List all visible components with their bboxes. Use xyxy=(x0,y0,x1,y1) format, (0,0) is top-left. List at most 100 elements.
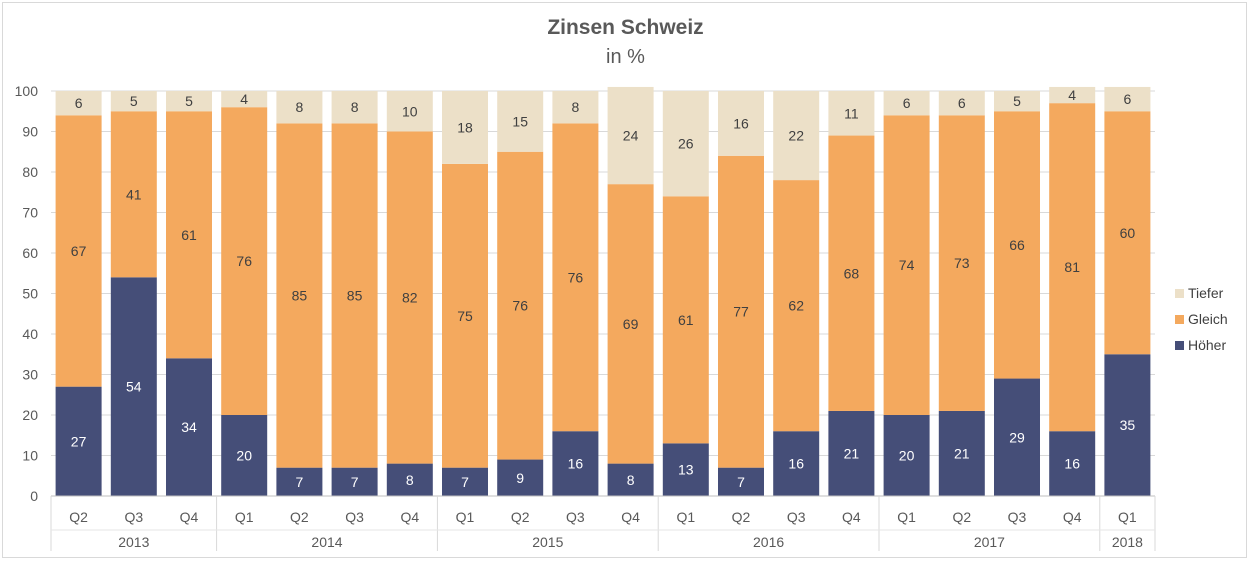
data-label: 68 xyxy=(844,265,860,281)
legend-label: Gleich xyxy=(1188,311,1228,327)
bar-segment xyxy=(828,91,875,136)
data-label: 7 xyxy=(351,474,359,490)
bar-segment xyxy=(552,431,599,496)
legend-item: Höher xyxy=(1175,332,1245,358)
bar-segment xyxy=(718,155,764,468)
x-tick-label: Q1 xyxy=(676,509,695,525)
x-tick-label: Q3 xyxy=(124,509,143,525)
data-label: 5 xyxy=(1013,93,1021,109)
bar-segment xyxy=(883,415,930,496)
legend-label: Höher xyxy=(1188,337,1227,353)
data-label: 21 xyxy=(954,445,970,461)
bar-segment xyxy=(331,123,378,468)
bar-segment xyxy=(221,415,268,496)
bar-segment xyxy=(442,163,488,468)
bar-segment xyxy=(166,111,212,359)
y-tick-label: 80 xyxy=(22,164,38,180)
x-tick-label: Q2 xyxy=(69,509,88,525)
data-label: 74 xyxy=(899,257,915,273)
data-label: 6 xyxy=(75,95,83,111)
bar-segment xyxy=(386,131,433,464)
bar-segment xyxy=(166,91,212,112)
data-label: 13 xyxy=(678,462,694,478)
data-label: 67 xyxy=(71,243,87,259)
data-label: 5 xyxy=(130,93,138,109)
legend-swatch xyxy=(1175,314,1184,324)
x-tick-label: Q3 xyxy=(1008,509,1027,525)
bar-segment xyxy=(662,196,709,444)
bar-segment xyxy=(1104,86,1151,112)
bar-segment xyxy=(1104,111,1151,355)
bar-segment xyxy=(607,184,654,464)
data-label: 7 xyxy=(296,474,304,490)
data-label: 76 xyxy=(236,253,252,269)
data-label: 61 xyxy=(181,227,197,243)
x-tick-label: Q4 xyxy=(180,509,199,525)
x-tick-label: Q4 xyxy=(400,509,419,525)
data-label: 7 xyxy=(737,474,745,490)
bar-segment xyxy=(331,91,378,124)
x-tick-label: Q2 xyxy=(290,509,309,525)
bar-segment xyxy=(497,151,544,460)
data-label: 7 xyxy=(461,474,469,490)
bar-segment xyxy=(994,378,1040,496)
data-label: 8 xyxy=(296,99,304,115)
y-tick-label: 100 xyxy=(15,83,39,99)
bar-segment xyxy=(938,410,985,496)
legend-item: Tiefer xyxy=(1175,280,1245,306)
bar-segment xyxy=(607,86,654,185)
data-label: 8 xyxy=(351,99,359,115)
y-tick-label: 60 xyxy=(22,245,38,261)
bar-segment xyxy=(276,123,323,468)
x-tick-label: Q1 xyxy=(897,509,916,525)
data-label: 75 xyxy=(457,308,473,324)
legend-item: Gleich xyxy=(1175,306,1245,332)
x-group-label: 2016 xyxy=(753,534,784,550)
data-label: 54 xyxy=(126,379,142,395)
x-tick-label: Q3 xyxy=(345,509,364,525)
x-group-label: 2013 xyxy=(118,534,149,550)
bar-segment xyxy=(110,111,157,278)
data-label: 16 xyxy=(733,115,749,131)
bar-segment xyxy=(497,459,544,496)
chart-subtitle: in % xyxy=(606,46,645,68)
data-label: 81 xyxy=(1064,259,1080,275)
bar-segment xyxy=(773,91,820,181)
bar-segment xyxy=(386,91,433,132)
y-tick-label: 10 xyxy=(22,448,38,464)
data-label: 8 xyxy=(406,472,414,488)
bar-segment xyxy=(497,91,544,152)
bar-segment xyxy=(883,91,930,116)
bar-segment xyxy=(938,91,985,116)
x-tick-label: Q1 xyxy=(1118,509,1137,525)
bar-segment xyxy=(110,277,157,496)
data-label: 18 xyxy=(457,119,473,135)
x-group-label: 2014 xyxy=(311,534,342,550)
x-group-label: 2018 xyxy=(1112,534,1143,550)
y-tick-label: 40 xyxy=(22,326,38,342)
data-label: 6 xyxy=(1124,91,1132,107)
data-label: 22 xyxy=(788,128,804,144)
data-label: 76 xyxy=(568,269,584,285)
bar-segment xyxy=(883,115,930,416)
bar-segment xyxy=(828,410,875,496)
data-label: 69 xyxy=(623,316,639,332)
chart-title: Zinsen Schweiz xyxy=(547,16,704,39)
x-tick-label: Q4 xyxy=(842,509,861,525)
data-label: 20 xyxy=(899,448,915,464)
data-label: 34 xyxy=(181,419,197,435)
bar-segment xyxy=(994,91,1040,112)
data-label: 9 xyxy=(516,470,524,486)
x-tick-label: Q2 xyxy=(511,509,530,525)
data-label: 76 xyxy=(512,298,528,314)
bar-segment xyxy=(110,91,157,112)
data-label: 16 xyxy=(1064,456,1080,472)
data-label: 6 xyxy=(958,95,966,111)
bar-segment xyxy=(1049,86,1096,104)
bar-segment xyxy=(166,358,212,496)
data-label: 85 xyxy=(347,288,363,304)
data-label: 20 xyxy=(236,448,252,464)
bar-segment xyxy=(994,111,1040,379)
data-label: 11 xyxy=(844,105,859,121)
bar-segment xyxy=(442,91,488,164)
